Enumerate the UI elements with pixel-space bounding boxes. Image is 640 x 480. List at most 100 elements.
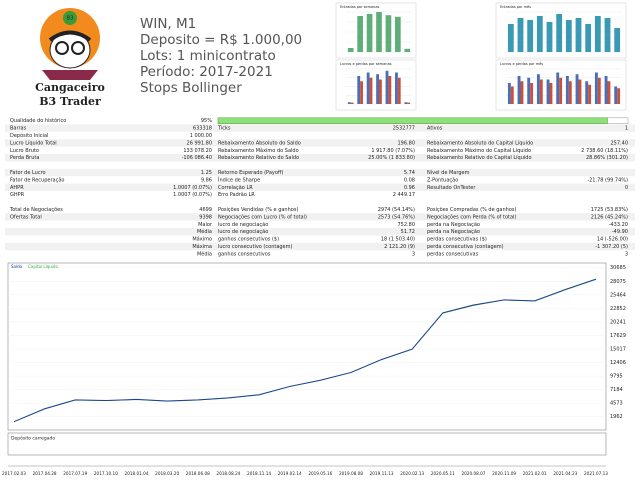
table-value: 18 (1 503.40) [381, 237, 415, 243]
mini-bar [517, 18, 524, 52]
mini-bar [360, 81, 363, 104]
table-label: Negociações com Perda (% of total) [427, 214, 516, 220]
mini-bar [379, 79, 382, 104]
table-value: 26 991.80 [187, 140, 212, 146]
mini-bar [404, 48, 411, 52]
x-tick-label: 2019.02.14 [278, 471, 302, 476]
x-tick-label: 2021.02.01 [523, 471, 547, 476]
table-label: Barras [10, 126, 27, 132]
mini-bar [546, 22, 553, 52]
table-label: Rebaixamento Relativo do Capital Líquido [427, 154, 532, 161]
table-value: 752.80 [398, 222, 416, 228]
table-value: 4699 [199, 207, 212, 213]
logo: B3 Cangaceiro B3 Trader [35, 8, 105, 108]
table-label: Ticks [217, 126, 231, 132]
chart-frame [7, 262, 607, 431]
x-tick-label: 2019.11.13 [370, 471, 394, 476]
mini-bar [507, 24, 514, 52]
x-tick-label: 2019.08.08 [339, 471, 363, 476]
table-value: -106 086.40 [182, 155, 212, 161]
x-tick-label: 2019.05.16 [308, 471, 332, 476]
mini-chart-title: Lucros e perdas por mês [500, 62, 543, 66]
y-tick-label: 20241 [610, 319, 626, 325]
mini-bar [536, 16, 543, 52]
header-line: WIN, M1 [140, 16, 196, 32]
table-label: lucro de negociação [218, 222, 268, 228]
x-tick-label: 2017.10.10 [94, 471, 118, 476]
table-value: 2126 (45.24%) [591, 214, 628, 220]
mini-bar [404, 102, 408, 104]
table-value: 2 449.17 [393, 192, 415, 198]
table-value: 95% [201, 118, 212, 124]
y-tick-label: 17629 [610, 333, 626, 339]
y-tick-label: 15017 [610, 347, 626, 353]
mini-bar [366, 72, 370, 104]
table-row-bg [5, 139, 635, 147]
y-tick-label: 1962 [610, 414, 623, 420]
y-tick-label: 22852 [610, 306, 626, 312]
table-value: -433.20 [609, 222, 628, 228]
table-value: Máxima [192, 243, 212, 250]
table-value: 9.86 [201, 177, 212, 183]
table-value: 9398 [199, 214, 212, 220]
x-tick-label: 2021.04.23 [553, 471, 577, 476]
x-tick-label: 2018.08.24 [216, 471, 240, 476]
table-label: Resultado OnTester [427, 185, 476, 191]
mini-bar [376, 74, 379, 104]
x-tick-label: 2018.11.14 [247, 471, 271, 476]
mini-bar [604, 76, 608, 104]
table-label: Rebaixamento Relativo do Saldo [218, 155, 299, 161]
table-label: Qualidade do histórico [10, 117, 66, 124]
mini-bar [539, 79, 543, 104]
table-value: 3 [412, 251, 415, 257]
mini-bar [568, 81, 572, 104]
mini-bar [517, 76, 521, 104]
logo-badge: B3 [67, 16, 74, 22]
y-tick-label: 9795 [610, 374, 623, 380]
table-label: Rebaixamento Absoluto do Saldo [218, 140, 301, 146]
logo-title: Cangaceiro [35, 81, 105, 94]
table-label: Correlação LR [218, 185, 253, 191]
table-value: -1 307.20 (5) [595, 244, 628, 250]
table-row-bg [5, 228, 635, 236]
table-value: 14 (-526.00) [597, 237, 628, 243]
mini-bar [585, 24, 592, 52]
legend-entry: Saldo [11, 264, 23, 269]
x-tick-label: 2020.02.13 [400, 471, 424, 476]
table-value: 3 [625, 251, 628, 257]
mini-bar [397, 77, 401, 104]
mini-chart-frame [335, 59, 417, 111]
mini-bar [350, 102, 354, 104]
table-value: 5.74 [404, 170, 415, 176]
x-tick-label: 2018.01.04 [125, 471, 149, 476]
x-tick-label: 2020.08.07 [461, 471, 485, 476]
table-value: 2974 (54.14%) [378, 207, 415, 213]
table-label: GHPR [10, 192, 25, 198]
mini-bar [347, 102, 351, 104]
table-label: lucro consecutivo (contagem) [218, 244, 293, 250]
table-label: Nível de Margem [427, 169, 470, 176]
mini-bar [614, 86, 618, 104]
table-label: Lucro Líquido Total [10, 139, 57, 146]
table-value: 2 121.20 (9) [384, 244, 415, 250]
table-label: Total de Negociações [9, 207, 63, 213]
mini-chart-title: Lucros e perdas por semanas [340, 62, 392, 66]
table-value: 1 917.80 (7.07%) [371, 148, 415, 154]
table-label: ganhos consecutivos ($) [218, 237, 279, 243]
mini-bar [565, 20, 572, 52]
mini-chart-title: Entradas por semanas [340, 5, 379, 9]
mini-bar [527, 77, 531, 104]
table-value: 1.0007 (0.07%) [173, 185, 212, 191]
mini-bar [347, 48, 354, 52]
mini-bar [614, 28, 621, 52]
table-value: 257.40 [611, 140, 629, 146]
mini-bar [597, 77, 601, 104]
mini-bar [594, 16, 601, 52]
table-label: Rebaixamento Máximo do Saldo [218, 147, 299, 154]
logo-subtitle: B3 Trader [39, 95, 101, 108]
table-label: Rebaixamento Absoluto do Capital Líquido [427, 139, 533, 146]
table-row-bg [5, 183, 635, 191]
table-value: Maior [198, 222, 213, 228]
table-value: 196.80 [398, 140, 416, 146]
